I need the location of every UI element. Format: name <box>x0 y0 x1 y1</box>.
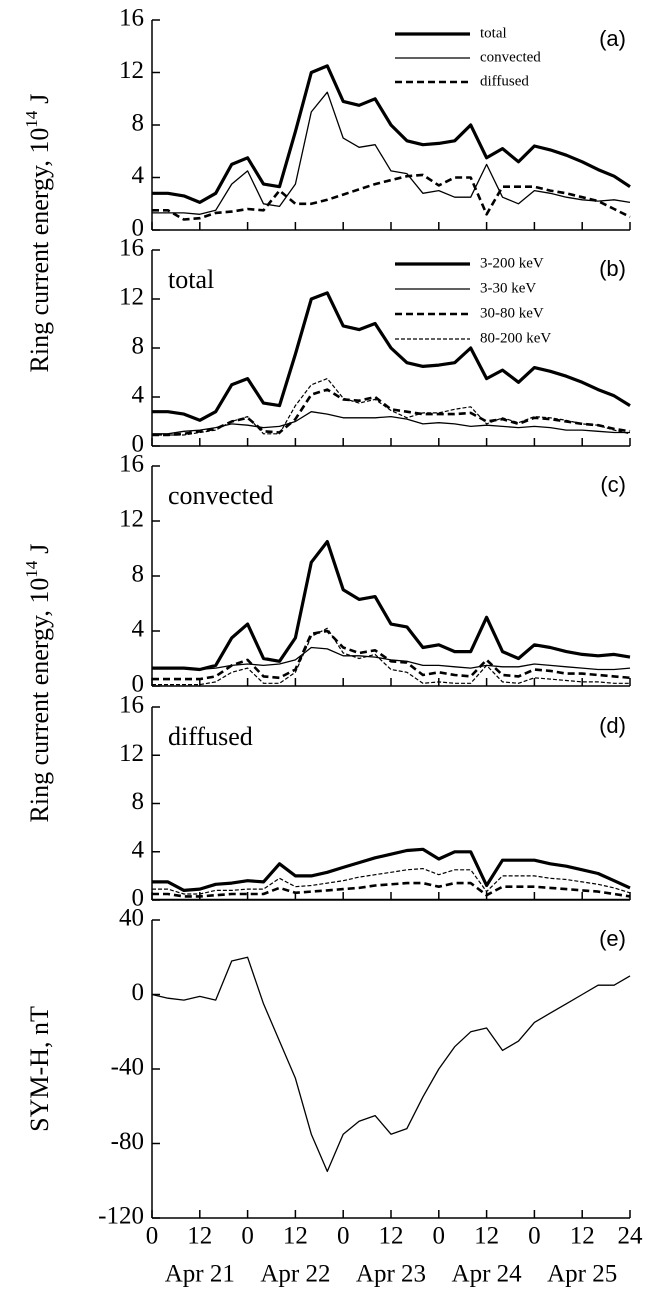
series-line <box>152 91 631 215</box>
y-tick-label: 12 <box>119 506 144 533</box>
series-line <box>152 629 631 681</box>
y-tick-label: 40 <box>119 905 144 932</box>
series-line <box>152 378 631 436</box>
series-line <box>152 847 631 892</box>
legend-label: diffused <box>480 73 529 89</box>
y-label-unit: J <box>25 94 54 104</box>
y-tick-label: 8 <box>132 333 145 360</box>
series-line <box>151 956 631 1173</box>
y-label-sup: 14 <box>22 110 41 128</box>
series-line <box>152 64 631 204</box>
x-tick-label: 12 <box>474 1223 499 1250</box>
legend-label: 3-30 keV <box>480 280 536 296</box>
panel-title: diffused <box>168 722 253 751</box>
x-tick-label: 0 <box>433 1223 446 1250</box>
x-tick-label: 0 <box>241 1223 254 1250</box>
panel-label: (a) <box>599 26 626 51</box>
y-tick-label: -120 <box>98 1203 144 1230</box>
x-tick-label: 12 <box>283 1223 308 1250</box>
y-tick-label: 12 <box>119 284 144 311</box>
y-tick-label: -40 <box>111 1054 144 1081</box>
y-tick-label: 0 <box>132 885 145 912</box>
y-axis-label: Ring current energy, 1014 J <box>22 94 54 373</box>
series-line <box>152 173 631 221</box>
y-tick-label: 8 <box>132 110 145 137</box>
y-tick-label: 4 <box>132 836 145 863</box>
x-tick-label: 12 <box>570 1223 595 1250</box>
series-line <box>152 881 631 898</box>
x-tick-label: 24 <box>618 1223 644 1250</box>
y-tick-label: 0 <box>132 979 145 1006</box>
x-tick-label: 0 <box>146 1223 159 1250</box>
date-label: Apr 22 <box>260 1261 330 1288</box>
panel-label: (d) <box>599 713 626 738</box>
series-line <box>152 868 631 895</box>
legend-label: 80-200 keV <box>480 330 551 346</box>
y-label-unit: J <box>25 544 54 554</box>
x-tick-label: 0 <box>337 1223 350 1250</box>
y-tick-label: 4 <box>132 382 145 409</box>
y-axis-label: SYM-H, nT <box>25 1006 54 1132</box>
legend-label: convected <box>480 49 541 65</box>
y-tick-label: 0 <box>132 431 145 458</box>
y-tick-label: 16 <box>119 692 144 719</box>
date-label: Apr 25 <box>547 1261 617 1288</box>
y-tick-label: 12 <box>119 57 144 84</box>
y-tick-label: 4 <box>132 616 145 643</box>
panel-label: (c) <box>600 472 626 497</box>
y-tick-label: 16 <box>119 235 144 262</box>
x-tick-label: 12 <box>379 1223 404 1250</box>
y-tick-label: -80 <box>111 1128 144 1155</box>
legend-label: 3-200 keV <box>480 255 544 271</box>
panel-label: (b) <box>599 256 626 281</box>
series-line <box>152 627 630 686</box>
panel-label: (e) <box>599 926 626 951</box>
y-tick-label: 16 <box>119 451 144 478</box>
y-axis-label: Ring current energy, 1014 J <box>22 544 54 823</box>
y-tick-label: 12 <box>119 740 144 767</box>
y-tick-label: 8 <box>132 561 145 588</box>
legend-label: 30-80 keV <box>480 305 544 321</box>
y-tick-label: 16 <box>119 5 144 32</box>
panel-title: total <box>168 265 214 294</box>
y-label-sup: 14 <box>22 560 41 578</box>
date-label: Apr 23 <box>356 1261 426 1288</box>
y-label-main: Ring current energy, 10 <box>25 128 54 373</box>
legend-label: total <box>480 25 507 41</box>
series-line <box>152 388 631 437</box>
date-label: Apr 21 <box>165 1261 235 1288</box>
y-tick-label: 0 <box>132 671 145 698</box>
y-tick-label: 8 <box>132 788 145 815</box>
panel-title: convected <box>168 481 273 510</box>
y-tick-label: 0 <box>132 215 145 242</box>
x-tick-label: 0 <box>528 1223 541 1250</box>
date-label: Apr 24 <box>452 1261 523 1288</box>
y-label-main: Ring current energy, 10 <box>25 578 54 823</box>
series-line <box>152 291 631 422</box>
series-line <box>152 540 631 672</box>
x-tick-label: 12 <box>187 1223 212 1250</box>
series-line <box>152 411 630 435</box>
y-tick-label: 4 <box>132 162 145 189</box>
